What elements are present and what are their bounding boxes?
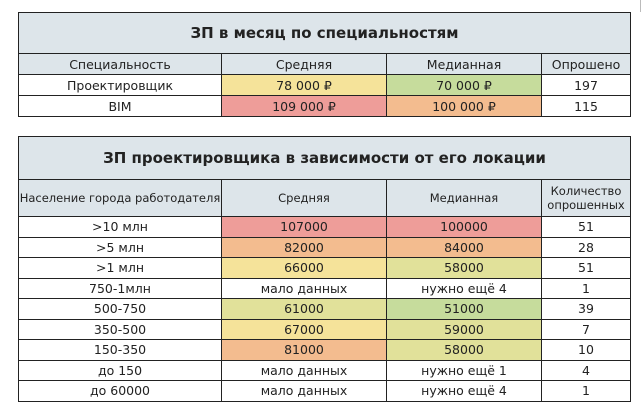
cell-surveyed: 197 (540, 74, 632, 96)
cell-population: >5 млн (18, 236, 222, 258)
cell-median: 58000 (386, 257, 542, 279)
table-row: 350-500 67000 59000 7 (18, 318, 632, 340)
cell-respondents: 1 (540, 380, 632, 402)
table-row: 150-350 81000 58000 10 (18, 339, 632, 361)
cell-population: >1 млн (18, 257, 222, 279)
cell-median: 59000 (386, 318, 542, 340)
col-header-respondents: Количество опрошенных (540, 179, 632, 217)
cell-median: 84000 (386, 236, 542, 258)
table-row: >10 млн 107000 100000 51 (18, 216, 632, 238)
table-row: 500-750 61000 51000 39 (18, 298, 632, 320)
col-header-surveyed: Опрошено (540, 53, 632, 75)
cell-median: 58000 (386, 339, 542, 361)
cell-average: 109 000 ₽ (221, 95, 387, 117)
cell-respondents: 4 (540, 359, 632, 381)
cell-average: 82000 (221, 236, 387, 258)
cell-population: >10 млн (18, 216, 222, 238)
cell-population: 750-1млн (18, 277, 222, 299)
table-row: Проектировщик 78 000 ₽70 000 ₽197 (18, 74, 632, 96)
cell-average: 78 000 ₽ (221, 74, 387, 96)
table-row: >1 млн 66000 58000 51 (18, 257, 632, 279)
cell-population: до 150 (18, 359, 222, 381)
cell-specialty: Проектировщик (18, 74, 222, 96)
cell-average: 107000 (221, 216, 387, 238)
table-row: BIM 109 000 ₽100 000 ₽115 (18, 95, 632, 117)
salary-by-specialty-table: ЗП в месяц по специальностям Специальнос… (17, 12, 632, 117)
cell-surveyed: 115 (540, 95, 632, 117)
cell-average: мало данных (221, 359, 387, 381)
table2-title: ЗП проектировщика в зависимости от его л… (17, 136, 632, 180)
cell-population: 350-500 (18, 318, 222, 340)
cell-median: нужно ещё 1 (386, 359, 542, 381)
col-header-population: Население города работодателя (18, 179, 222, 217)
col-header-median: Медианная (386, 53, 542, 75)
table-row: >5 млн 82000 84000 28 (18, 236, 632, 258)
col-header-average: Средняя (221, 53, 387, 75)
cell-average: 81000 (221, 339, 387, 361)
col-header-median: Медианная (386, 179, 542, 217)
cell-median: нужно ещё 4 (386, 380, 542, 402)
cell-average: 66000 (221, 257, 387, 279)
col-header-specialty: Специальность (18, 53, 222, 75)
table2-header-row: Население города работодателя Средняя Ме… (18, 179, 632, 217)
cell-population: до 60000 (18, 380, 222, 402)
cell-median: 100000 (386, 216, 542, 238)
col-header-average: Средняя (221, 179, 387, 217)
cell-respondents: 7 (540, 318, 632, 340)
salary-by-location-table: ЗП проектировщика в зависимости от его л… (17, 136, 632, 402)
cell-population: 150-350 (18, 339, 222, 361)
cell-median: 70 000 ₽ (386, 74, 542, 96)
cell-respondents: 1 (540, 277, 632, 299)
page-edge-marker (637, 0, 641, 12)
cell-average: мало данных (221, 277, 387, 299)
cell-respondents: 51 (540, 216, 632, 238)
cell-average: 61000 (221, 298, 387, 320)
table1-title: ЗП в месяц по специальностям (17, 12, 632, 54)
cell-median: 100 000 ₽ (386, 95, 542, 117)
cell-average: мало данных (221, 380, 387, 402)
cell-average: 67000 (221, 318, 387, 340)
cell-median: 51000 (386, 298, 542, 320)
cell-median: нужно ещё 4 (386, 277, 542, 299)
cell-respondents: 39 (540, 298, 632, 320)
cell-respondents: 10 (540, 339, 632, 361)
cell-population: 500-750 (18, 298, 222, 320)
table1-header-row: Специальность Средняя Медианная Опрошено (18, 53, 632, 75)
cell-respondents: 28 (540, 236, 632, 258)
cell-specialty: BIM (18, 95, 222, 117)
cell-respondents: 51 (540, 257, 632, 279)
